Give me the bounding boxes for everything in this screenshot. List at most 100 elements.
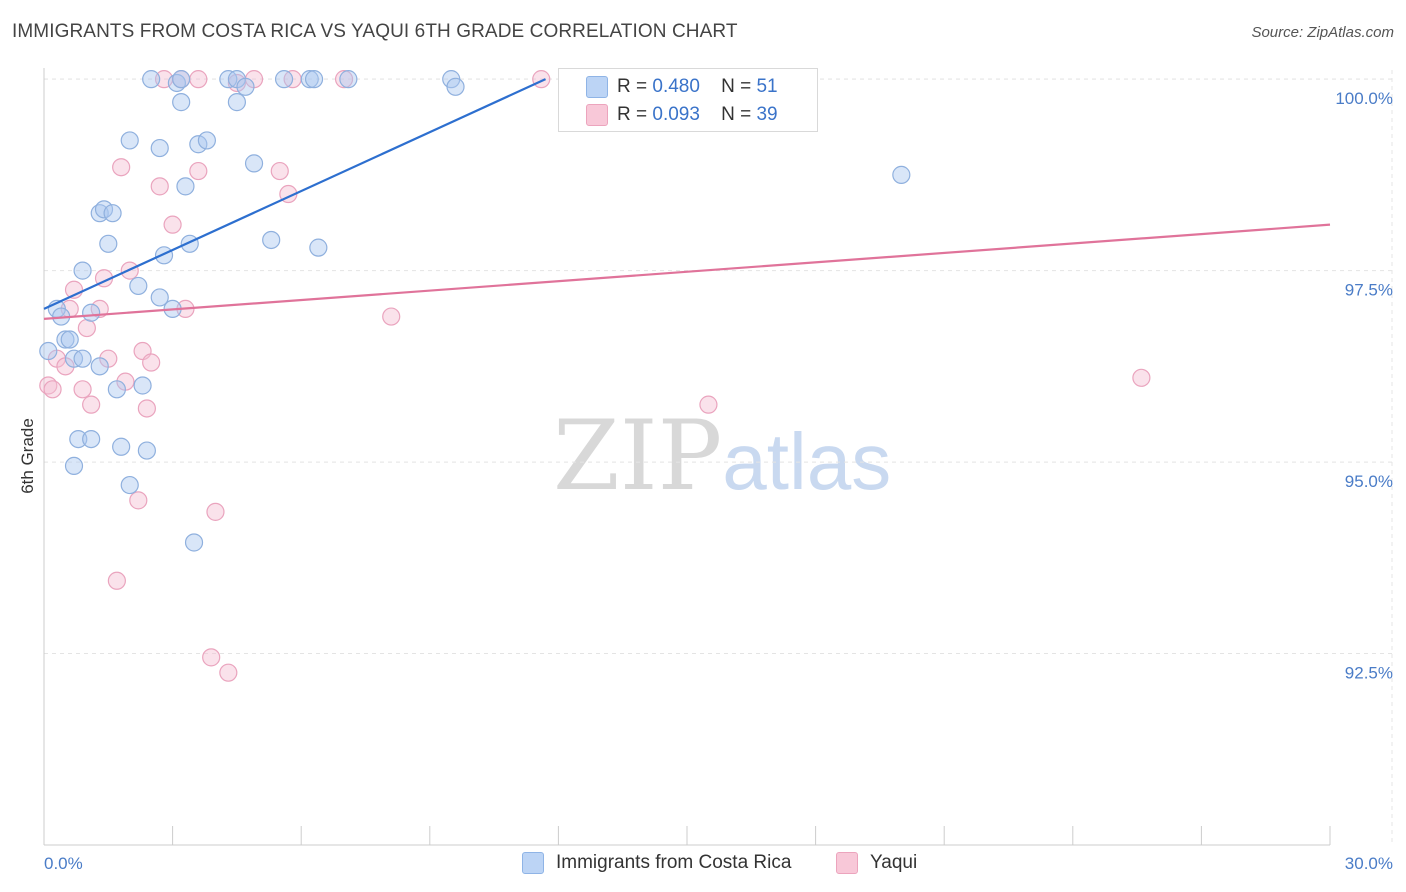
grid-lines bbox=[44, 70, 1393, 845]
data-point-costa-rica bbox=[120, 131, 139, 150]
data-point-costa-rica bbox=[56, 330, 75, 349]
data-point-yaqui bbox=[43, 380, 62, 399]
data-point-yaqui bbox=[532, 70, 551, 89]
data-point-costa-rica bbox=[189, 135, 208, 154]
legend-swatch-pink bbox=[586, 104, 608, 126]
data-point-yaqui bbox=[699, 395, 718, 414]
data-point-yaqui bbox=[219, 663, 238, 682]
legend-text-yaqui: R = 0.093 N = 39 bbox=[617, 104, 778, 126]
watermark-zip: ZIP bbox=[553, 400, 723, 512]
legend-n-value: 39 bbox=[756, 104, 778, 125]
watermark: ZIPatlas bbox=[553, 400, 891, 512]
data-points bbox=[39, 70, 1151, 682]
data-point-yaqui bbox=[227, 73, 246, 93]
legend-r-value: 0.480 bbox=[652, 76, 700, 97]
data-point-yaqui bbox=[142, 353, 161, 372]
data-point-costa-rica bbox=[137, 441, 156, 460]
chart-title: IMMIGRANTS FROM COSTA RICA VS YAQUI 6TH … bbox=[12, 21, 738, 42]
axes bbox=[43, 68, 1331, 846]
data-point-yaqui bbox=[1132, 368, 1151, 387]
source-label: Source: ZipAtlas.com bbox=[1251, 24, 1394, 41]
watermark-atlas: atlas bbox=[722, 417, 892, 506]
data-point-costa-rica bbox=[236, 77, 255, 96]
x-tick-label: 30.0% bbox=[1345, 854, 1393, 873]
data-point-costa-rica bbox=[176, 177, 195, 196]
data-point-costa-rica bbox=[184, 533, 204, 552]
data-point-costa-rica bbox=[60, 330, 79, 349]
axis-labels: 92.5% 95.0% 97.5% 100.0% 0.0% 30.0% 6th Grade bbox=[18, 89, 1393, 873]
bottom-legend-swatch-blue bbox=[522, 852, 544, 874]
data-point-costa-rica bbox=[172, 70, 191, 89]
data-point-costa-rica bbox=[446, 77, 465, 96]
bottom-legend-yaqui: Yaqui bbox=[836, 852, 917, 874]
data-point-costa-rica bbox=[262, 230, 281, 250]
data-point-costa-rica bbox=[300, 70, 319, 89]
data-point-costa-rica bbox=[150, 138, 169, 158]
y-axis-label: 6th Grade bbox=[18, 418, 37, 494]
data-point-yaqui bbox=[137, 399, 156, 418]
data-point-yaqui bbox=[382, 307, 401, 326]
data-point-costa-rica bbox=[304, 70, 324, 89]
data-point-yaqui bbox=[77, 318, 96, 338]
data-point-costa-rica bbox=[73, 261, 92, 280]
data-point-costa-rica bbox=[172, 93, 191, 112]
data-point-costa-rica bbox=[90, 357, 109, 376]
data-point-yaqui bbox=[189, 70, 208, 89]
data-point-costa-rica bbox=[107, 380, 126, 399]
bottom-legend-costa-rica: Immigrants from Costa Rica bbox=[522, 852, 791, 874]
data-point-yaqui bbox=[150, 177, 169, 196]
data-point-yaqui bbox=[107, 571, 126, 590]
trend-line-costa-rica bbox=[43, 78, 546, 310]
data-point-costa-rica bbox=[99, 234, 118, 253]
legend-n-value: 51 bbox=[756, 76, 778, 97]
data-point-costa-rica bbox=[82, 303, 101, 322]
bottom-legend-label-yaqui: Yaqui bbox=[870, 852, 918, 873]
data-point-costa-rica bbox=[120, 475, 139, 495]
y-tick-label: 97.5% bbox=[1345, 281, 1393, 300]
data-point-yaqui bbox=[112, 158, 131, 177]
data-point-yaqui bbox=[73, 380, 92, 399]
data-point-costa-rica bbox=[154, 246, 174, 265]
data-point-yaqui bbox=[202, 648, 221, 667]
trend-line-yaqui bbox=[43, 223, 1331, 320]
data-point-costa-rica bbox=[129, 276, 148, 296]
data-point-yaqui bbox=[189, 161, 208, 181]
data-point-costa-rica bbox=[94, 200, 114, 219]
data-point-yaqui bbox=[270, 161, 289, 181]
data-point-costa-rica bbox=[39, 341, 58, 361]
data-point-yaqui bbox=[129, 491, 148, 510]
data-point-costa-rica bbox=[309, 238, 328, 257]
y-tick-label: 100.0% bbox=[1335, 89, 1393, 108]
legend-n-label: N = bbox=[721, 104, 752, 125]
bottom-legend-label-costa-rica: Immigrants from Costa Rica bbox=[556, 852, 792, 873]
trend-lines bbox=[43, 78, 1331, 320]
data-point-costa-rica bbox=[142, 70, 161, 89]
data-point-costa-rica bbox=[82, 429, 101, 449]
legend-text-costa-rica: R = 0.480 N = 51 bbox=[617, 76, 778, 98]
data-point-costa-rica bbox=[244, 154, 264, 173]
y-tick-label: 95.0% bbox=[1345, 472, 1393, 491]
data-point-costa-rica bbox=[227, 93, 246, 112]
data-point-costa-rica bbox=[64, 456, 84, 476]
data-point-costa-rica bbox=[112, 437, 131, 456]
correlation-legend: R = 0.480 N = 51 R = 0.093 N = 39 bbox=[558, 68, 818, 132]
legend-swatch-blue bbox=[586, 76, 608, 98]
data-point-costa-rica bbox=[197, 131, 216, 150]
data-point-costa-rica bbox=[339, 70, 358, 89]
legend-n-label: N = bbox=[721, 76, 752, 97]
legend-r-label: R = bbox=[617, 104, 648, 125]
legend-r-value: 0.093 bbox=[652, 104, 700, 125]
data-point-costa-rica bbox=[69, 429, 88, 449]
data-point-costa-rica bbox=[133, 376, 152, 395]
y-tick-label: 92.5% bbox=[1345, 664, 1393, 683]
legend-r-label: R = bbox=[617, 76, 648, 97]
data-point-yaqui bbox=[82, 395, 101, 414]
data-point-yaqui bbox=[206, 502, 225, 521]
data-point-yaqui bbox=[90, 299, 109, 319]
data-point-costa-rica bbox=[274, 70, 294, 89]
data-point-yaqui bbox=[163, 215, 182, 234]
data-point-costa-rica bbox=[150, 288, 169, 307]
data-point-costa-rica bbox=[103, 204, 122, 223]
bottom-legend-swatch-pink bbox=[836, 852, 858, 874]
